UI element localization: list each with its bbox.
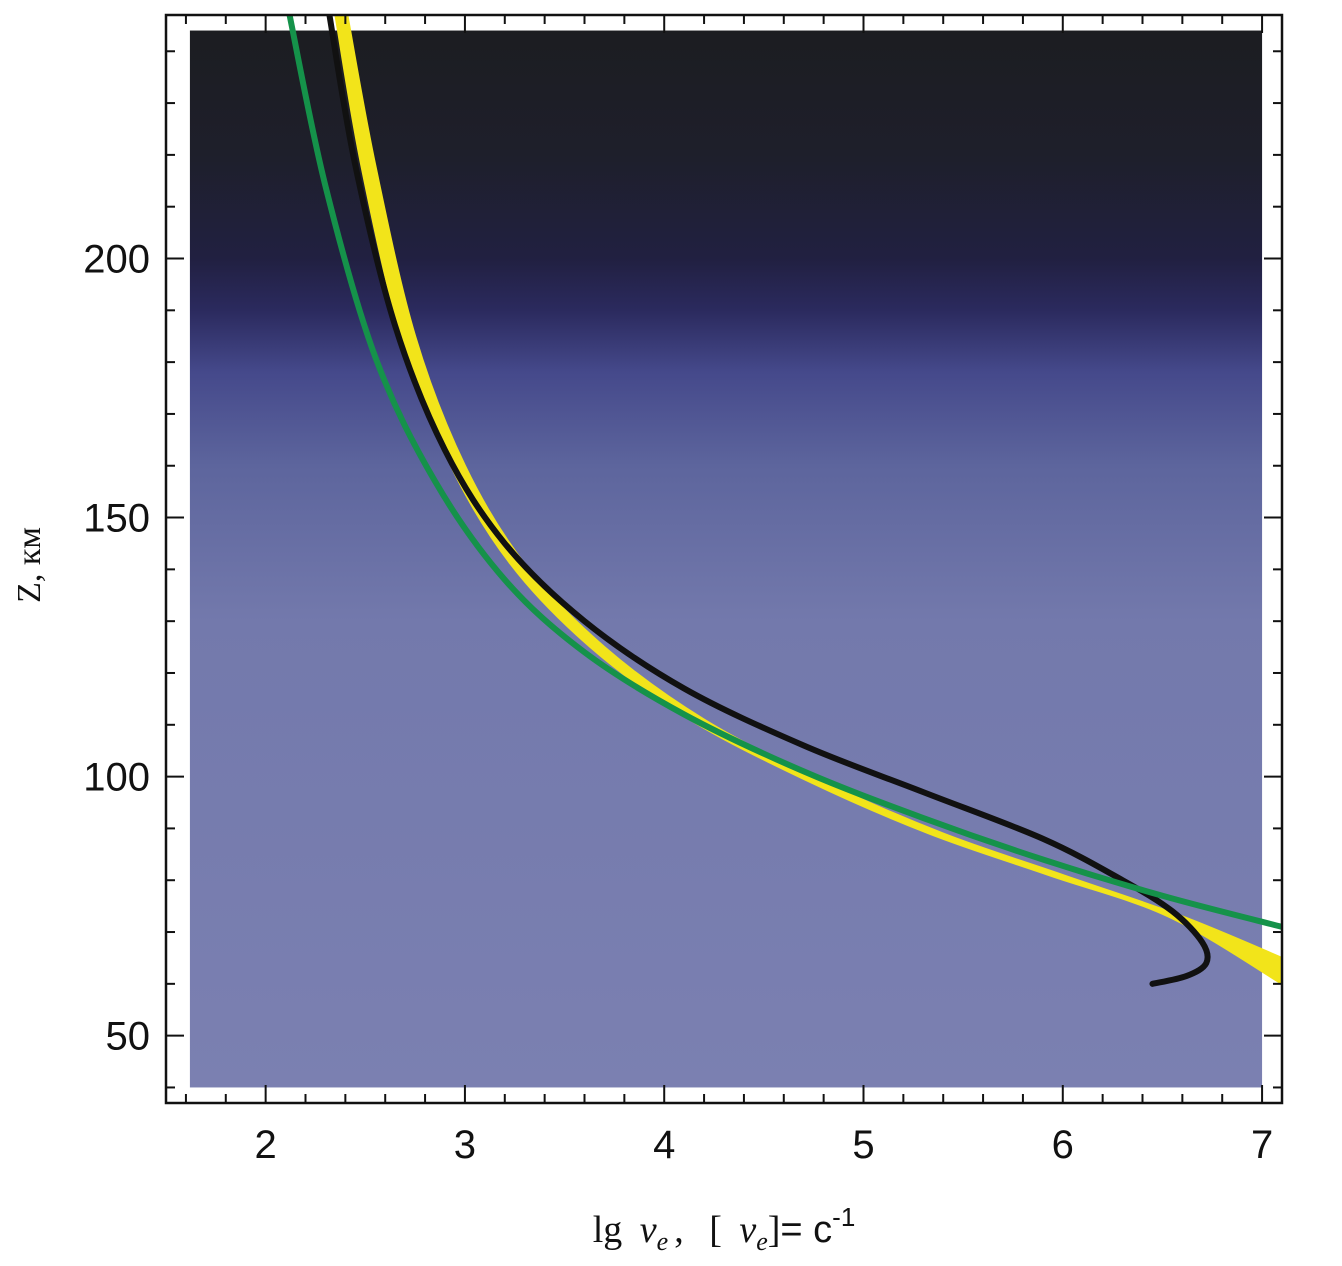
xlabel-bracket-open: [ <box>709 1209 722 1251</box>
plot-frame <box>164 13 1284 1105</box>
series-line-green <box>286 15 1282 930</box>
xlabel-sub: e <box>657 1227 669 1256</box>
xlabel-lg: lg <box>593 1209 623 1251</box>
y-tick-labels: 50 100 150 200 <box>83 238 150 1059</box>
y-axis-title: Z, км <box>11 527 48 603</box>
y-tick-label: 150 <box>83 497 150 541</box>
xlabel-exp: -1 <box>832 1202 855 1232</box>
plot-background <box>189 30 1263 1088</box>
x-axis-title: lg νe, [ νe]= c-1 <box>593 1202 856 1256</box>
xlabel-nu2: ν <box>739 1209 756 1251</box>
x-tick-label: 3 <box>454 1123 476 1167</box>
xlabel-nu: ν <box>640 1209 657 1251</box>
x-tick-label: 2 <box>255 1123 277 1167</box>
x-tick-label: 4 <box>653 1123 675 1167</box>
x-tick-label: 5 <box>852 1123 874 1167</box>
x-tick-label: 7 <box>1251 1123 1273 1167</box>
y-tick-label: 100 <box>83 756 150 800</box>
series-line-black <box>326 15 1211 987</box>
xlabel-eq: = c <box>780 1209 832 1251</box>
y-tick-label: 50 <box>106 1015 151 1059</box>
xlabel-sub2: e <box>756 1227 768 1256</box>
x-tick-labels: 2 3 4 5 6 7 <box>255 1123 1274 1167</box>
xlabel-sep: , <box>674 1209 684 1251</box>
xlabel-bracket-close: ] <box>768 1209 781 1251</box>
ticks-layer <box>166 15 1282 1103</box>
y-tick-label: 200 <box>83 238 150 282</box>
x-tick-label: 6 <box>1052 1123 1074 1167</box>
